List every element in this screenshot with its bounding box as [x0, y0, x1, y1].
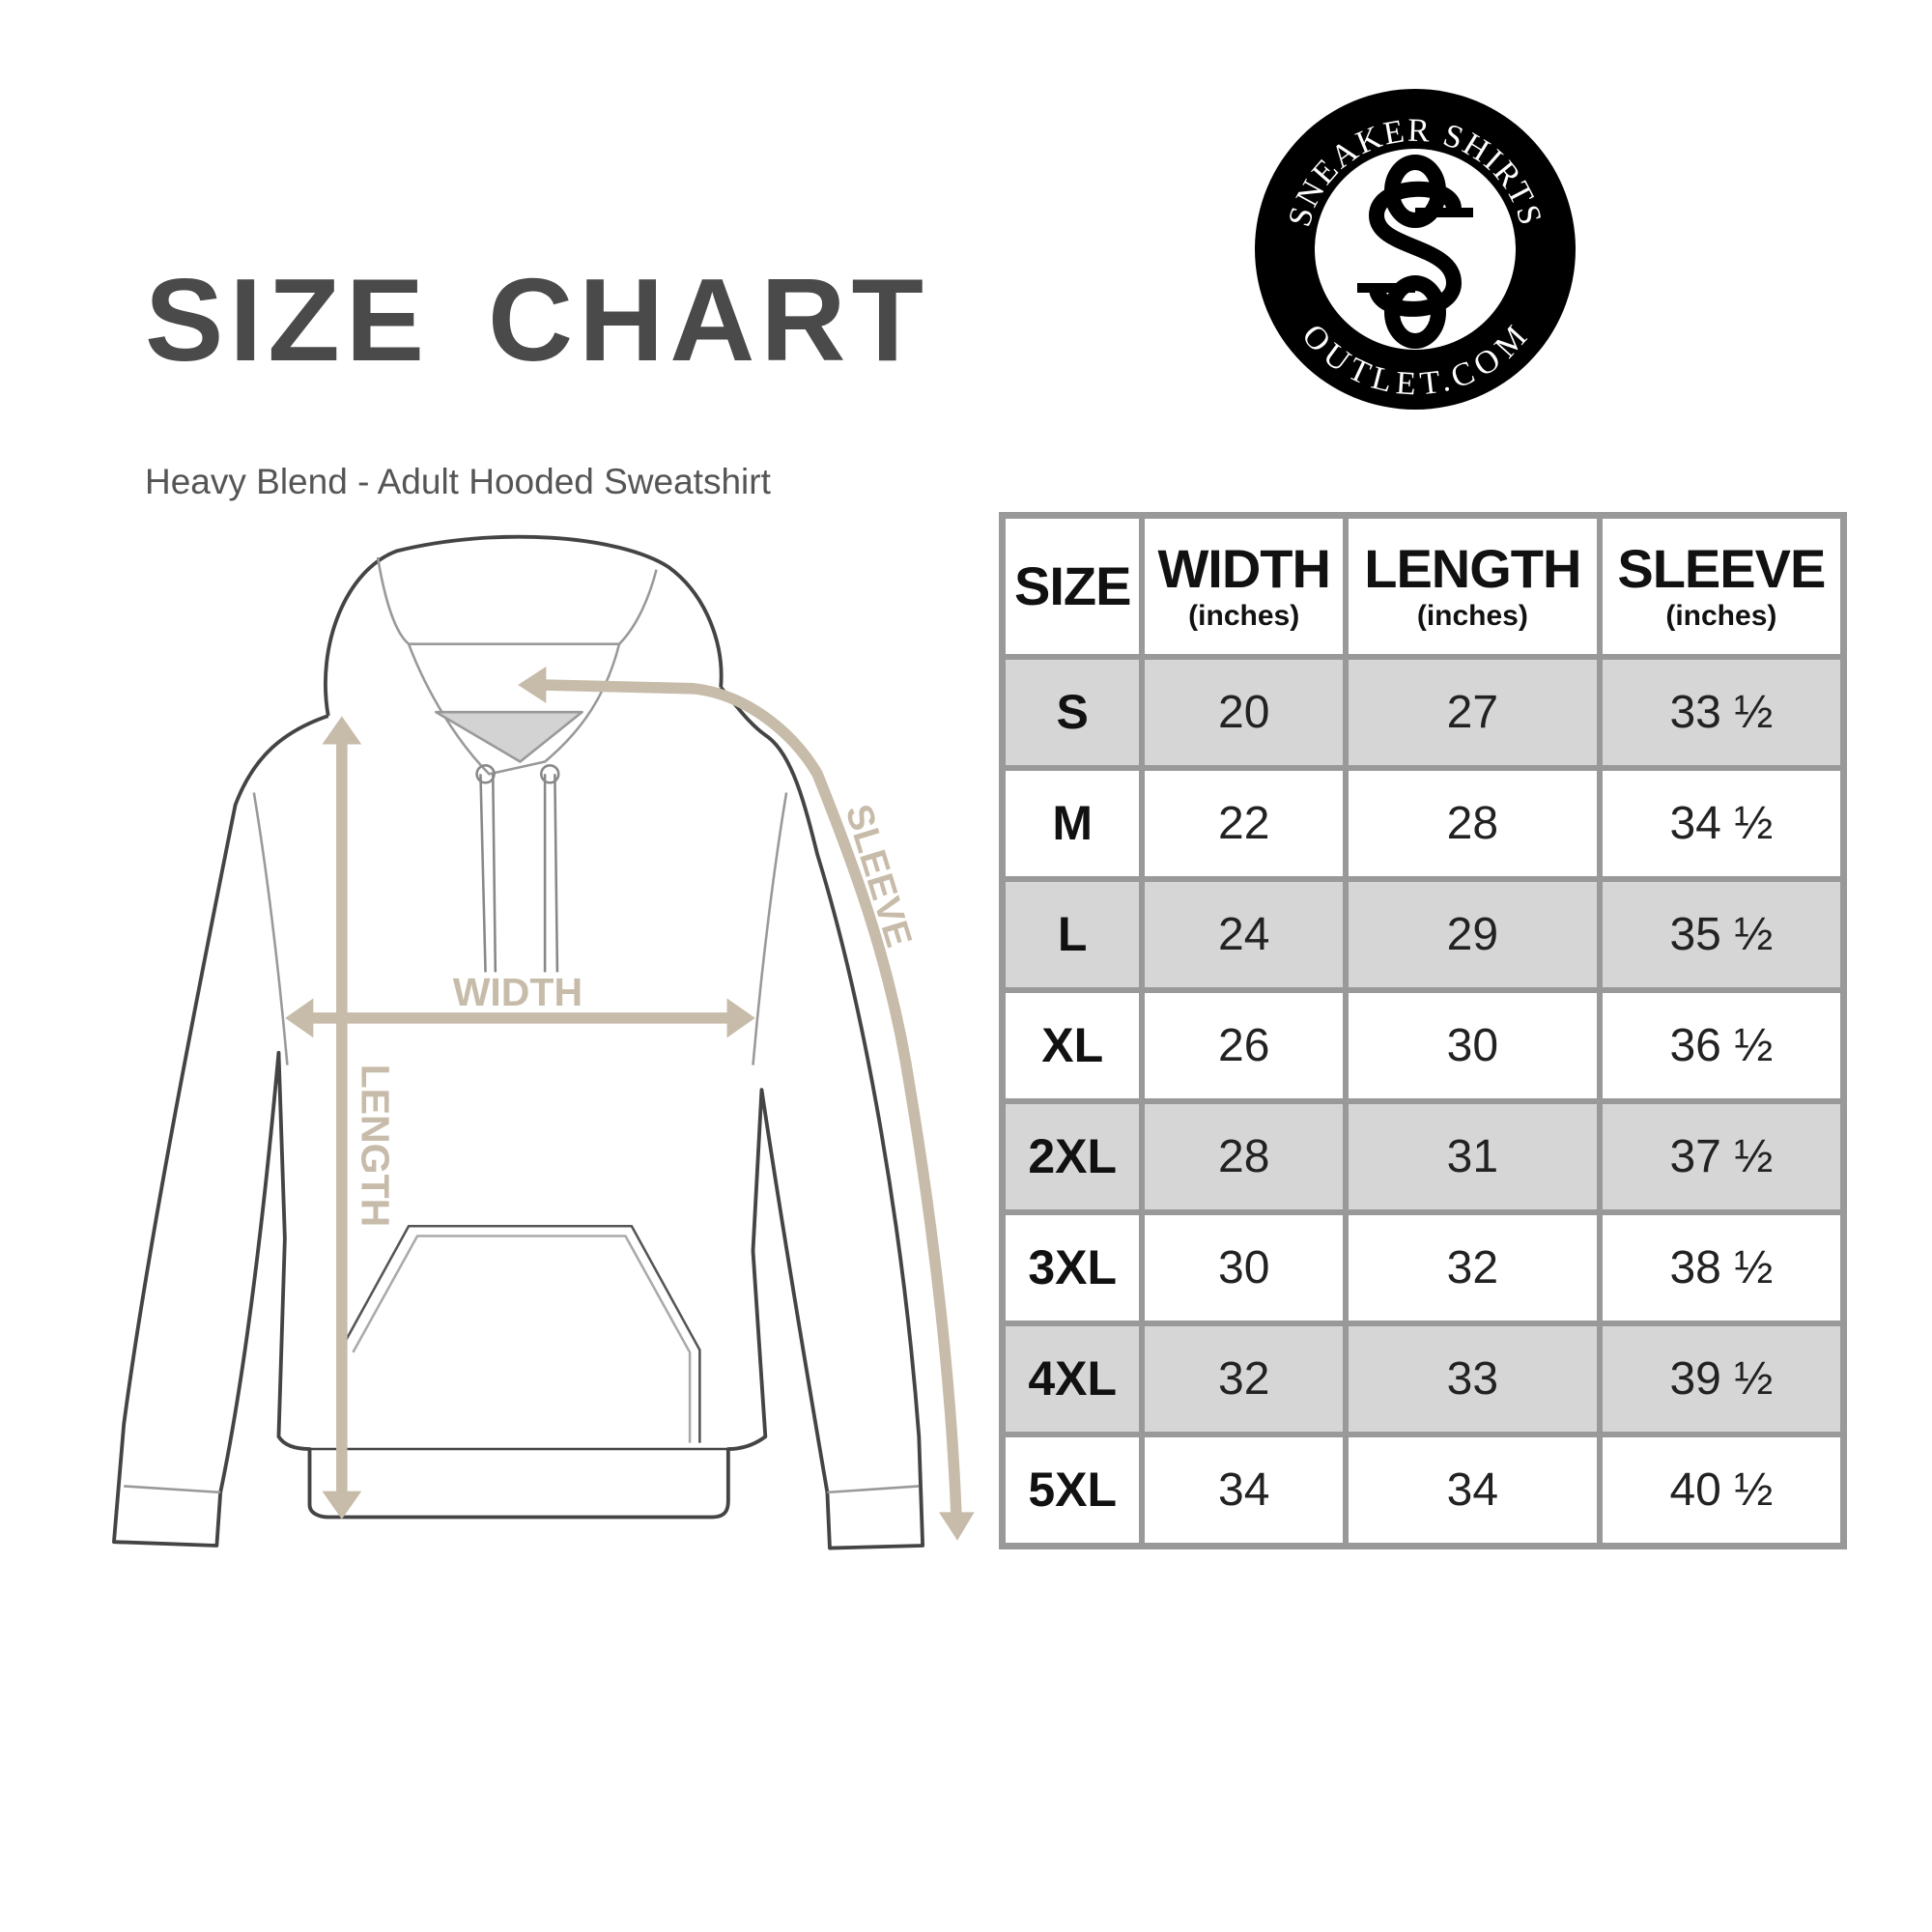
size-cell: 3XL: [999, 1208, 1146, 1326]
length-cell: 31: [1342, 1097, 1603, 1215]
table-row: S 20 27 33 ½: [999, 654, 1847, 771]
ss-monogram-icon: [1357, 155, 1473, 349]
sleeve-cell: 40 ½: [1596, 1431, 1847, 1549]
product-subtitle: Heavy Blend - Adult Hooded Sweatshirt: [145, 462, 771, 501]
header-sleeve: SLEEVE (inches): [1596, 512, 1847, 660]
sleeve-cell: 37 ½: [1596, 1097, 1847, 1215]
table-row: L 24 29 35 ½: [999, 875, 1847, 993]
table-row: XL 26 30 36 ½: [999, 986, 1847, 1104]
width-cell: 34: [1139, 1431, 1349, 1549]
size-cell: M: [999, 764, 1146, 882]
table-row: M 22 28 34 ½: [999, 764, 1847, 882]
sleeve-label: SLEEVE: [838, 800, 920, 952]
sleeve-cell: 33 ½: [1596, 654, 1847, 771]
header-label: WIDTH: [1157, 538, 1331, 599]
header-label: SLEEVE: [1617, 538, 1826, 599]
size-cell: S: [999, 654, 1146, 771]
width-label: WIDTH: [453, 970, 582, 1014]
width-cell: 28: [1139, 1097, 1349, 1215]
sleeve-cell: 38 ½: [1596, 1208, 1847, 1326]
size-cell: XL: [999, 986, 1146, 1104]
table-row: 4XL 32 33 39 ½: [999, 1320, 1847, 1437]
length-cell: 34: [1342, 1431, 1603, 1549]
width-cell: 30: [1139, 1208, 1349, 1326]
sleeve-cell: 34 ½: [1596, 764, 1847, 882]
header-unit: (inches): [1665, 600, 1777, 632]
size-table: SIZE WIDTH (inches) LENGTH (inches) SLEEVE…: [999, 512, 1847, 1549]
header-unit: (inches): [1188, 600, 1300, 632]
header-unit: (inches): [1416, 600, 1528, 632]
length-cell: 27: [1342, 654, 1603, 771]
width-cell: 26: [1139, 986, 1349, 1104]
size-cell: 4XL: [999, 1320, 1146, 1437]
size-cell: 2XL: [999, 1097, 1146, 1215]
header-width: WIDTH (inches): [1139, 512, 1349, 660]
length-cell: 33: [1342, 1320, 1603, 1437]
hoodie-outline: [112, 534, 925, 1550]
length-cell: 29: [1342, 875, 1603, 993]
width-cell: 22: [1139, 764, 1349, 882]
table-row: 2XL 28 31 37 ½: [999, 1097, 1847, 1215]
table-row: 5XL 34 34 40 ½: [999, 1431, 1847, 1549]
header-length: LENGTH (inches): [1342, 512, 1603, 660]
table-row: 3XL 30 32 38 ½: [999, 1208, 1847, 1326]
width-cell: 20: [1139, 654, 1349, 771]
length-cell: 28: [1342, 764, 1603, 882]
width-cell: 24: [1139, 875, 1349, 993]
size-cell: 5XL: [999, 1431, 1146, 1549]
page-title: SIZE CHART: [145, 254, 929, 385]
sleeve-cell: 35 ½: [1596, 875, 1847, 993]
header-label: LENGTH: [1364, 538, 1581, 599]
size-cell: L: [999, 875, 1146, 993]
length-cell: 30: [1342, 986, 1603, 1104]
length-cell: 32: [1342, 1208, 1603, 1326]
sleeve-cell: 39 ½: [1596, 1320, 1847, 1437]
sneaker-shirts-logo: SNEAKER SHIRTS OUTLET.COM: [1255, 89, 1576, 410]
header-size: SIZE: [999, 512, 1146, 660]
table-header-row: SIZE WIDTH (inches) LENGTH (inches) SLEEVE…: [999, 512, 1847, 660]
sleeve-cell: 36 ½: [1596, 986, 1847, 1104]
length-label: LENGTH: [353, 1065, 397, 1228]
measurement-arrows: [285, 666, 975, 1541]
sleeve-arrow: [536, 679, 962, 1517]
header-label: SIZE: [1013, 555, 1131, 616]
width-cell: 32: [1139, 1320, 1349, 1437]
